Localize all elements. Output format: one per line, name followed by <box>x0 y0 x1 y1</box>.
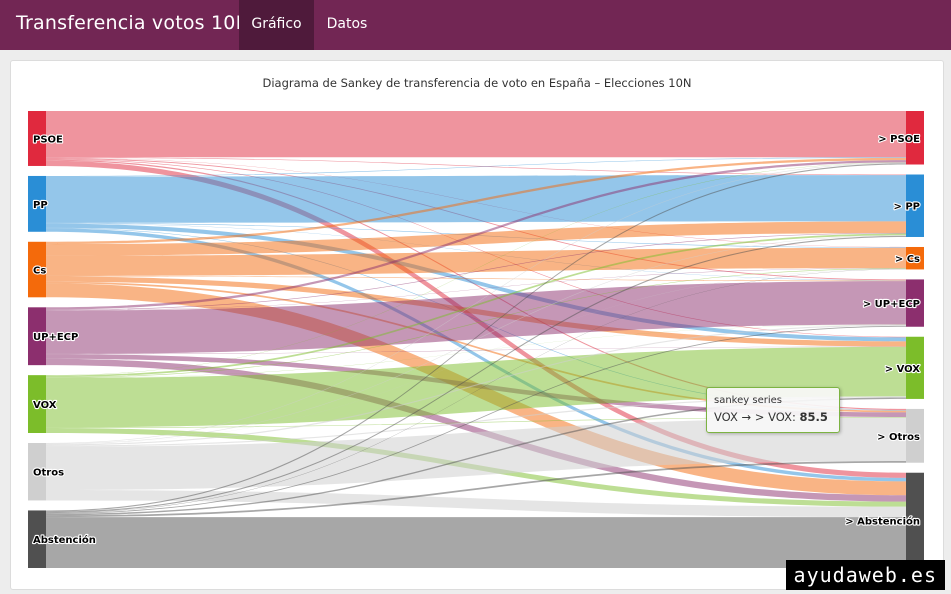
sankey-link-psoe-to-psoe[interactable] <box>46 111 906 158</box>
tab-grafico[interactable]: Gráfico <box>239 0 314 50</box>
sankey-link-up-ecp-to-cs[interactable] <box>46 268 906 311</box>
chart-title: Diagrama de Sankey de transferencia de v… <box>262 76 691 90</box>
tooltip-link: VOX → > VOX: <box>714 410 796 424</box>
sankey-node-to-otros[interactable] <box>906 408 924 463</box>
sankey-node-to-psoe[interactable] <box>906 111 924 165</box>
sankey-link-up-ecp-to-abstenci-n[interactable] <box>46 358 906 502</box>
sankey-link-up-ecp-to-pp[interactable] <box>46 232 906 311</box>
sankey-link-otros-to-psoe[interactable] <box>46 162 906 444</box>
sankey-node-abstenci-n[interactable] <box>28 510 46 568</box>
sankey-node-cs[interactable] <box>28 241 46 298</box>
top-navbar: Transferencia votos 10N Gráfico Datos <box>0 0 951 50</box>
tooltip-series: sankey series <box>714 395 782 406</box>
labels-layer: PSOE PP Cs UP+ECP VOX Otros Abstención > PSOE > … <box>32 133 921 548</box>
sankey-link-cs-to-cs[interactable] <box>46 247 906 276</box>
link-tooltip: sankey series VOX → > VOX: 85.5 <box>706 387 840 433</box>
sankey-node-label-to-vox: > VOX <box>885 364 921 375</box>
sankey-link-vox-to-otros[interactable] <box>46 417 906 428</box>
sankey-node-to-abstenci-n[interactable] <box>906 472 924 568</box>
sankey-link-vox-to-pp[interactable] <box>46 233 906 378</box>
sankey-link-pp-to-psoe[interactable] <box>46 157 906 177</box>
sankey-node-pp[interactable] <box>28 175 46 232</box>
sankey-link-cs-to-up-ecp[interactable] <box>46 275 906 282</box>
sankey-node-label-up-ecp: UP+ECP <box>33 332 78 343</box>
links-layer <box>46 111 906 568</box>
sankey-node-label-to-up-ecp: > UP+ECP <box>863 299 920 310</box>
sankey-node-to-up-ecp[interactable] <box>906 279 924 327</box>
sankey-link-abstenci-n-to-vox[interactable] <box>46 397 906 516</box>
sankey-link-vox-to-psoe[interactable] <box>46 162 906 376</box>
sankey-link-up-ecp-to-up-ecp[interactable] <box>46 281 906 354</box>
sankey-link-vox-to-up-ecp[interactable] <box>46 324 906 378</box>
sankey-link-otros-to-abstenci-n[interactable] <box>46 490 906 518</box>
sankey-link-pp-to-vox[interactable] <box>46 223 906 342</box>
sankey-node-label-pp: PP <box>33 200 48 211</box>
tooltip-value: 85.5 <box>799 410 828 424</box>
sankey-node-vox[interactable] <box>28 375 46 434</box>
sankey-link-cs-to-otros[interactable] <box>46 281 906 413</box>
sankey-link-vox-to-vox[interactable] <box>46 346 906 428</box>
watermark: ayudaweb.es <box>785 560 945 590</box>
sankey-node-label-cs: Cs <box>33 266 46 277</box>
chart-panel: Diagrama de Sankey de transferencia de v… <box>10 60 944 590</box>
sankey-link-vox-to-cs[interactable] <box>46 268 906 378</box>
sankey-node-to-cs[interactable] <box>906 246 924 270</box>
sankey-node-up-ecp[interactable] <box>28 307 46 366</box>
sankey-link-abstenci-n-to-pp[interactable] <box>46 235 906 513</box>
sankey-node-label-to-cs: > Cs <box>895 254 920 265</box>
sankey-node-label-to-psoe: > PSOE <box>878 134 920 145</box>
sankey-node-psoe[interactable] <box>28 111 46 166</box>
sankey-link-cs-to-psoe[interactable] <box>46 157 906 245</box>
sankey-node-label-vox: VOX <box>33 400 57 411</box>
nodes-layer <box>28 111 924 568</box>
app-title: Transferencia votos 10N <box>16 12 250 34</box>
sankey-link-abstenci-n-to-abstenci-n[interactable] <box>46 517 906 568</box>
sankey-node-to-vox[interactable] <box>906 336 924 399</box>
sankey-link-up-ecp-to-psoe[interactable] <box>46 160 906 310</box>
sankey-link-otros-to-pp[interactable] <box>46 235 906 445</box>
sankey-link-abstenci-n-to-up-ecp[interactable] <box>46 325 906 514</box>
sankey-link-cs-to-pp[interactable] <box>46 221 906 256</box>
sankey-node-to-pp[interactable] <box>906 174 924 237</box>
sankey-link-otros-to-cs[interactable] <box>46 268 906 445</box>
sankey-link-psoe-to-vox[interactable] <box>46 159 906 338</box>
sankey-node-otros[interactable] <box>28 443 46 501</box>
sankey-node-label-psoe: PSOE <box>33 134 63 145</box>
sankey-node-label-to-abstenci-n: > Abstención <box>845 515 920 527</box>
sankey-link-otros-to-otros[interactable] <box>46 417 906 491</box>
sankey-node-label-to-otros: > Otros <box>877 432 920 443</box>
tab-datos[interactable]: Datos <box>326 16 368 32</box>
sankey-link-psoe-to-otros[interactable] <box>46 159 906 411</box>
sankey-node-label-otros: Otros <box>33 468 64 479</box>
sankey-chart: Diagrama de Sankey de transferencia de v… <box>28 76 924 568</box>
sankey-link-up-ecp-to-vox[interactable] <box>46 346 906 355</box>
tooltip-line: VOX → > VOX: 85.5 <box>714 410 828 424</box>
sankey-node-label-abstenci-n: Abstención <box>33 534 96 546</box>
sankey-link-pp-to-pp[interactable] <box>46 175 906 223</box>
sankey-link-pp-to-abstenci-n[interactable] <box>46 228 906 482</box>
sankey-link-psoe-to-pp[interactable] <box>46 157 906 176</box>
sankey-link-abstenci-n-to-otros[interactable] <box>46 460 906 518</box>
sankey-link-otros-to-up-ecp[interactable] <box>46 324 906 446</box>
sankey-link-abstenci-n-to-psoe[interactable] <box>46 163 906 512</box>
sankey-link-otros-to-vox[interactable] <box>46 396 906 447</box>
sankey-link-abstenci-n-to-cs[interactable] <box>46 269 906 514</box>
sankey-node-label-to-pp: > PP <box>893 202 920 213</box>
